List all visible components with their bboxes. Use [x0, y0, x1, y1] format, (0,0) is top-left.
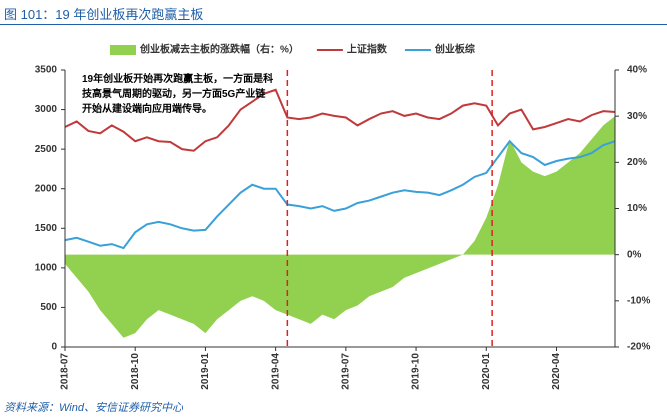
line [64, 88, 616, 152]
y2-tick-label: 0% [627, 249, 642, 260]
y-tick-label: 1000 [35, 262, 58, 273]
y2-tick-label: 10% [627, 203, 647, 214]
annotation: 19年创业板开始再次跑赢主板，一方面是科技高景气周期的驱动，另一方面5G产业链开… [82, 74, 274, 115]
x-tick-label: 2018-10 [130, 353, 141, 390]
y-tick-label: 1500 [35, 223, 58, 234]
legend-label: 创业板综 [434, 43, 475, 56]
legend-swatch [110, 45, 136, 55]
y2-tick-label: 20% [627, 157, 647, 168]
header: 图 101：19 年创业板再次跑赢主板 [4, 7, 204, 22]
x-tick-label: 2019-07 [340, 353, 351, 390]
x-tick-label: 2020-01 [481, 353, 492, 390]
x-tick-label: 2019-10 [411, 353, 422, 390]
x-tick-label: 2020-04 [551, 353, 562, 390]
x-tick-label: 2018-07 [60, 353, 71, 390]
legend-label: 上证指数 [347, 43, 388, 56]
y2-tick-label: -10% [627, 295, 650, 306]
area [65, 116, 615, 338]
y-tick-label: 3500 [35, 65, 58, 76]
x-tick-label: 2019-04 [270, 353, 281, 390]
y-tick-label: 0 [51, 342, 57, 353]
x-tick-label: 2019-01 [200, 353, 211, 390]
legend-label: 创业板减去主板的涨跌幅（右：%） [139, 43, 299, 56]
y2-tick-label: 40% [627, 65, 647, 76]
y2-tick-label: -20% [627, 342, 650, 353]
y-tick-label: 2500 [35, 144, 58, 155]
line [64, 139, 616, 250]
y-tick-label: 500 [40, 302, 57, 313]
footnote: 资料来源：Wind、安信证券研究中心 [4, 402, 183, 414]
y2-tick-label: 30% [627, 111, 647, 122]
y-tick-label: 2000 [35, 183, 58, 194]
y-tick-label: 3000 [35, 104, 58, 115]
header-rule [0, 24, 667, 25]
